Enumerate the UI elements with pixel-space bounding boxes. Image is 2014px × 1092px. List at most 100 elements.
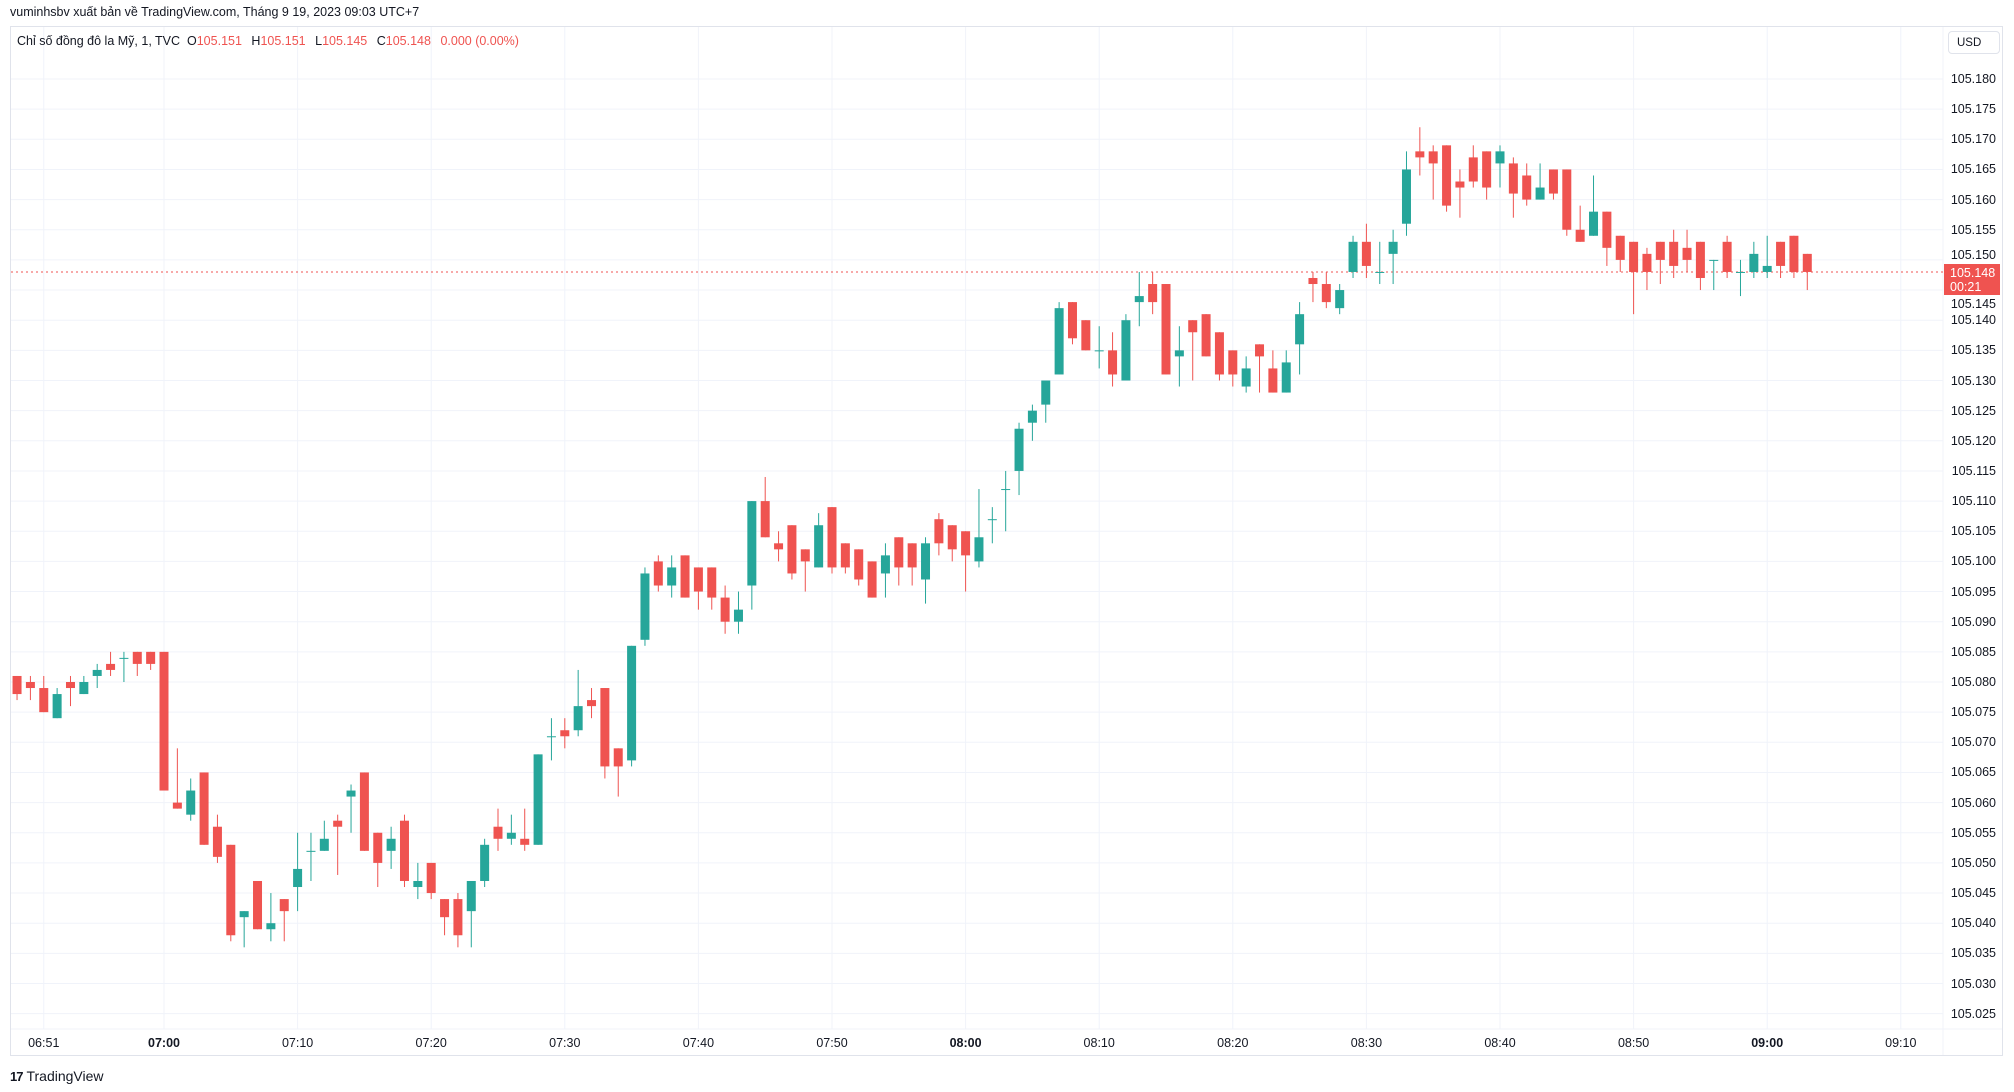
candle-body	[493, 826, 503, 839]
candle-body	[12, 675, 22, 695]
candle	[880, 543, 890, 598]
candle-body	[934, 519, 944, 544]
candle-body	[733, 609, 743, 622]
symbol-name[interactable]: Chỉ số đồng đô la Mỹ, 1, TVC	[17, 34, 181, 48]
candle-body	[466, 880, 476, 912]
candle	[399, 814, 409, 888]
candle-body	[132, 651, 142, 664]
candle	[386, 826, 396, 869]
time-tick-label: 07:00	[148, 1036, 180, 1050]
candle	[667, 555, 677, 598]
chart-pane-frame	[10, 26, 2003, 1056]
price-tick-label: 105.050	[1950, 855, 1996, 870]
candle	[533, 754, 543, 845]
candle-body	[1415, 151, 1425, 158]
candle	[453, 893, 463, 948]
candle-body	[1027, 410, 1037, 423]
candle	[119, 651, 129, 682]
candle	[1041, 380, 1051, 423]
price-tick-label: 105.170	[1950, 132, 1996, 147]
candle-body	[800, 549, 810, 562]
candle-body	[79, 682, 89, 695]
candle-body	[1228, 350, 1238, 375]
candle-body	[667, 567, 677, 586]
candle	[1669, 229, 1679, 278]
candle	[987, 507, 997, 544]
candle	[1388, 229, 1398, 285]
grid-lines	[11, 27, 2002, 1055]
candle	[1321, 271, 1331, 309]
candle-body	[640, 573, 650, 640]
candle-body	[1709, 259, 1719, 261]
candle-body	[373, 832, 383, 863]
candle	[212, 814, 222, 863]
price-tick-label: 105.060	[1950, 795, 1996, 810]
candle-body	[346, 790, 356, 797]
candle-body	[453, 899, 463, 936]
price-tick-label: 105.070	[1950, 735, 1996, 750]
price-tick-label: 105.105	[1950, 524, 1996, 539]
close-label: C	[376, 34, 386, 48]
candle	[587, 688, 597, 719]
candle	[480, 838, 490, 888]
candle-body	[747, 501, 757, 586]
candle-body	[1735, 271, 1745, 273]
candle-body	[707, 567, 717, 598]
candle-body	[92, 669, 102, 676]
candle	[720, 585, 730, 634]
price-tick-label: 105.030	[1950, 976, 1996, 991]
candle	[573, 669, 583, 737]
candle	[613, 748, 623, 797]
candle	[760, 476, 770, 538]
candle	[560, 718, 570, 749]
time-tick-label: 08:20	[1217, 1036, 1249, 1050]
candle	[1615, 235, 1625, 272]
currency-button[interactable]: USD	[1948, 31, 2000, 54]
candle	[520, 808, 530, 851]
candle	[79, 675, 89, 695]
candle	[1789, 235, 1799, 278]
candle	[12, 675, 22, 701]
candle-body	[1455, 181, 1465, 188]
candle-body	[894, 537, 904, 568]
candle-body	[720, 597, 730, 622]
candle-body	[1094, 350, 1104, 352]
candle-body	[1802, 253, 1812, 272]
open-label: O	[187, 34, 197, 48]
candle	[1375, 241, 1385, 285]
candle-body	[774, 543, 784, 550]
candle-body	[212, 826, 222, 857]
candle-body	[1174, 350, 1184, 357]
time-tick-label: 06:51	[28, 1036, 60, 1050]
high-label: H	[251, 34, 261, 48]
candle-body	[306, 850, 316, 852]
candle-body	[627, 645, 637, 761]
candle	[199, 772, 209, 845]
price-tick-label: 105.095	[1950, 584, 1996, 599]
price-tick-label: 105.180	[1950, 72, 1996, 86]
tradingview-logo[interactable]: 17 TradingView	[10, 1068, 104, 1084]
candle	[1695, 241, 1705, 291]
candle-body	[1268, 368, 1278, 393]
price-tick-label: 105.165	[1950, 162, 1996, 177]
candle-body	[106, 663, 116, 670]
candle-body	[386, 838, 396, 851]
candle-body	[1081, 320, 1091, 351]
candle	[774, 531, 784, 562]
candle	[1241, 356, 1251, 393]
candle-body	[1375, 271, 1385, 273]
candle	[186, 778, 196, 821]
candle-body	[480, 844, 490, 881]
candle	[25, 675, 35, 701]
candle	[1589, 175, 1599, 236]
candle-body	[1214, 332, 1224, 375]
candle	[1001, 470, 1011, 532]
candle-body	[1388, 241, 1398, 254]
candle	[239, 911, 249, 948]
candle	[1655, 241, 1665, 285]
candle	[1802, 253, 1812, 291]
candle-body	[787, 525, 797, 574]
candle-body	[1348, 241, 1358, 272]
candle	[1228, 350, 1238, 387]
